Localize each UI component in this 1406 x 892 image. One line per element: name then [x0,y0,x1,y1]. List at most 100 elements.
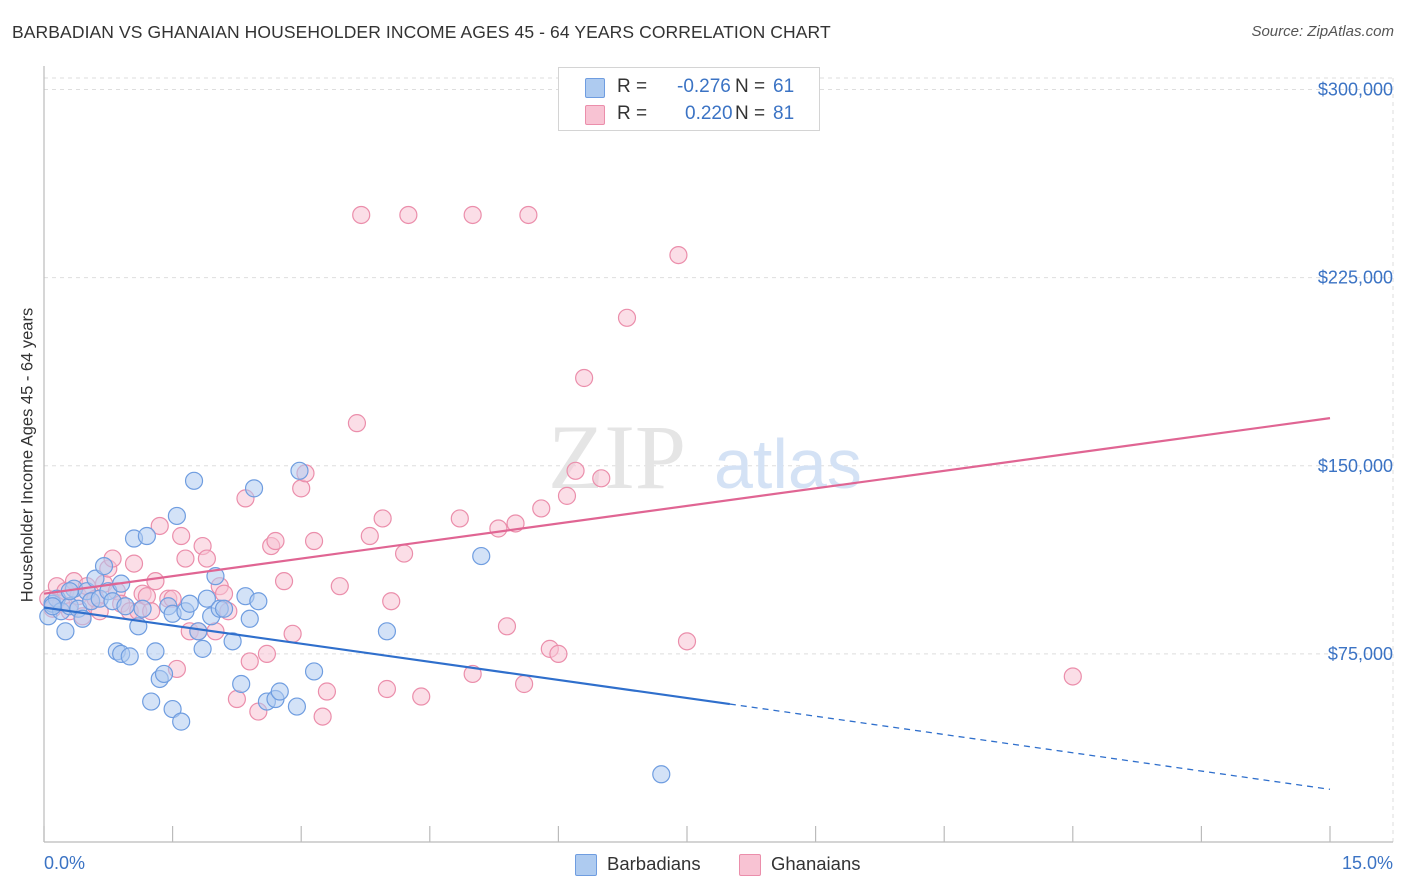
axes [43,66,1393,843]
ghanaian-point [283,624,302,643]
barbadian-point [240,609,259,628]
barbadian-trend-line [43,606,731,706]
legend-r-value: -0.276 [677,76,731,97]
ghanaian-point [489,519,508,538]
barbadian-point [304,662,324,681]
ghanaian-point [330,577,349,596]
ghanaian-trend-line [43,417,1331,595]
legend-n-label: N = [735,76,766,97]
ghanaian-point [150,516,169,536]
x-tick-label-min: 0.0% [44,853,85,873]
ghanaian-point [304,531,324,551]
ghanaian-point [575,368,594,388]
barbadian-point [223,632,242,651]
correlation-legend: R = -0.276 N = 61 R = 0.220 N = 81 [558,67,820,131]
legend-swatch-pink [585,105,605,125]
ghanaian-point [399,205,418,225]
barbadian-point [154,664,174,684]
y-tick-label: $150,000 [1318,456,1393,476]
barbadian-point [184,471,204,490]
trend-lines [43,417,1331,790]
ghanaian-point [1063,667,1082,686]
barbadian-point [287,697,307,716]
legend-n-label: N = [735,103,766,124]
watermark: ZIP atlas [548,406,862,508]
ghanaian-point [176,549,195,568]
barbadian-point [197,589,216,608]
barbadian-point [172,712,191,731]
barbadian-point [142,692,161,711]
barbadian-point [133,599,152,618]
y-tick-label: $225,000 [1318,268,1393,288]
legend-r-label: R = [617,103,648,124]
barbadian-trend-extension [729,703,1331,790]
barbadian-point [249,592,268,611]
ghanaian-point [566,461,585,480]
ghanaian-point [515,674,534,694]
x-tick-label-max: 15.0% [1342,853,1393,873]
barbadian-points [39,461,671,784]
barbadian-point [377,622,397,641]
barbadian-point [232,674,251,694]
ghanaian-point [313,707,332,726]
barbadian-point [193,639,212,658]
barbadian-point [94,557,114,576]
barbadian-point [163,699,182,719]
barbadian-point [270,682,289,701]
barbadian-point [189,622,208,641]
y-tick-label: $300,000 [1318,80,1393,100]
barbadian-point [56,622,75,641]
barbadian-point [146,642,165,661]
barbadian-point [43,597,62,616]
legend-r-value: 0.220 [685,103,733,124]
legend-r-label: R = [617,76,648,97]
ghanaian-point [172,526,191,546]
ghanaian-point [347,414,367,433]
barbadian-point [290,461,309,480]
barbadian-point [137,526,156,546]
barbadian-point [167,506,186,526]
barbadian-point [214,599,234,618]
ghanaian-point [463,205,482,225]
source-credit: Source: ZipAtlas.com [1251,23,1394,40]
ghanaian-point [266,531,285,551]
ghanaian-point [450,509,469,528]
ghanaian-point [617,308,637,327]
y-tick-label: $75,000 [1328,644,1393,664]
ghanaian-point [240,652,259,671]
legend-n-value: 61 [773,76,795,97]
bottom-legend-label: Ghanaians [771,853,861,874]
ghanaian-point [519,205,538,225]
barbadian-point [180,594,199,613]
ghanaian-point [497,617,517,636]
ghanaian-point [352,205,371,225]
barbadian-point [244,479,264,498]
ghanaian-point [377,679,397,699]
ghanaian-point [257,644,277,663]
legend-n-value: 81 [773,103,795,124]
ghanaian-point [292,479,311,498]
ghanaian-point [412,687,431,706]
barbadian-point [116,597,135,616]
ghanaian-point [592,469,611,488]
ghanaian-point [124,554,144,573]
barbadian-point [652,765,671,784]
ghanaian-point [382,592,401,611]
bottom-legend-swatch-blue [575,854,597,876]
ghanaian-point [549,644,568,663]
chart-title: BARBADIAN VS GHANAIAN HOUSEHOLDER INCOME… [12,22,831,42]
ghanaian-point [557,486,577,505]
watermark-atlas: atlas [714,425,862,503]
ghanaian-point [532,499,551,518]
ghanaian-point [669,245,688,265]
ghanaian-point [317,682,337,701]
ghanaian-point [227,689,246,709]
ghanaian-point [274,572,294,591]
ghanaian-point [146,572,165,591]
barbadian-point [120,647,139,666]
tick-labels: $75,000 $150,000 $225,000 $300,000 0.0% 15.0% [44,80,1393,873]
bottom-legend-label: Barbadians [607,853,701,874]
bottom-legend-swatch-pink [739,854,761,876]
ghanaian-point [394,544,414,563]
